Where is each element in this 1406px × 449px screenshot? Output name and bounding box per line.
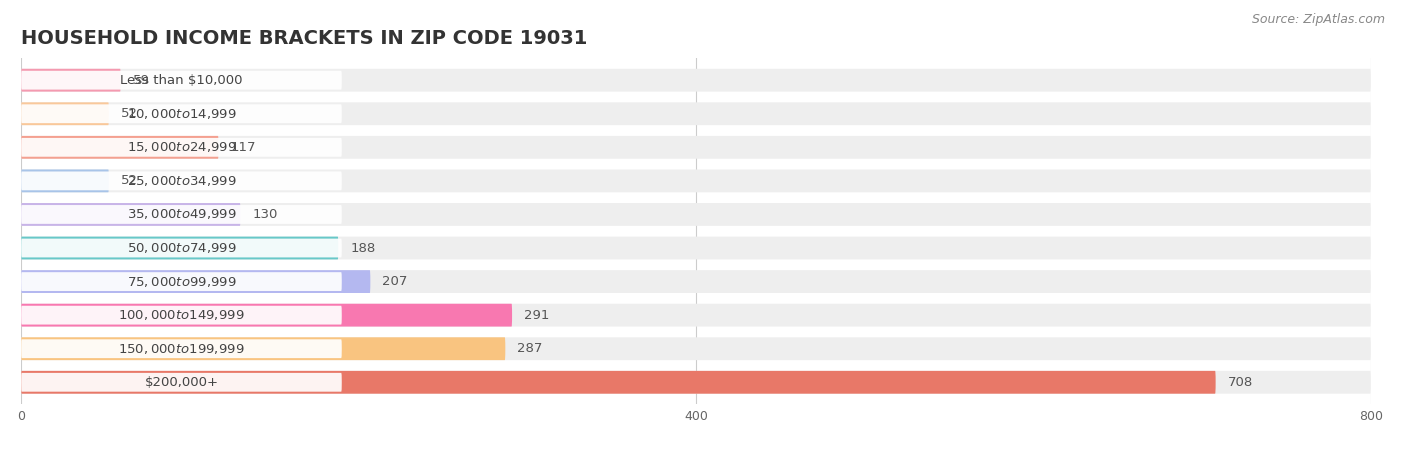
Text: 708: 708 [1227, 376, 1253, 389]
FancyBboxPatch shape [21, 237, 1371, 260]
FancyBboxPatch shape [21, 203, 240, 226]
Text: $50,000 to $74,999: $50,000 to $74,999 [127, 241, 236, 255]
FancyBboxPatch shape [21, 270, 1371, 293]
Text: 291: 291 [524, 308, 550, 321]
FancyBboxPatch shape [21, 169, 108, 192]
FancyBboxPatch shape [21, 337, 505, 360]
Text: $10,000 to $14,999: $10,000 to $14,999 [127, 107, 236, 121]
Text: $25,000 to $34,999: $25,000 to $34,999 [127, 174, 236, 188]
FancyBboxPatch shape [21, 136, 1371, 159]
Text: 59: 59 [132, 74, 149, 87]
FancyBboxPatch shape [21, 203, 1371, 226]
FancyBboxPatch shape [21, 102, 1371, 125]
FancyBboxPatch shape [21, 272, 342, 291]
Text: 117: 117 [231, 141, 256, 154]
Text: 52: 52 [121, 174, 138, 187]
FancyBboxPatch shape [21, 71, 342, 90]
Text: 130: 130 [252, 208, 277, 221]
FancyBboxPatch shape [21, 337, 1371, 360]
Text: $150,000 to $199,999: $150,000 to $199,999 [118, 342, 245, 356]
Text: 207: 207 [382, 275, 408, 288]
Text: Less than $10,000: Less than $10,000 [121, 74, 243, 87]
FancyBboxPatch shape [21, 371, 1371, 394]
FancyBboxPatch shape [21, 270, 370, 293]
FancyBboxPatch shape [21, 339, 342, 358]
FancyBboxPatch shape [21, 373, 342, 392]
FancyBboxPatch shape [21, 102, 108, 125]
FancyBboxPatch shape [21, 69, 121, 92]
FancyBboxPatch shape [21, 304, 1371, 326]
FancyBboxPatch shape [21, 205, 342, 224]
Text: Source: ZipAtlas.com: Source: ZipAtlas.com [1251, 13, 1385, 26]
Text: $75,000 to $99,999: $75,000 to $99,999 [127, 275, 236, 289]
FancyBboxPatch shape [21, 172, 342, 190]
FancyBboxPatch shape [21, 306, 342, 325]
FancyBboxPatch shape [21, 237, 339, 260]
FancyBboxPatch shape [21, 304, 512, 326]
FancyBboxPatch shape [21, 238, 342, 257]
FancyBboxPatch shape [21, 138, 342, 157]
Text: 52: 52 [121, 107, 138, 120]
Text: $200,000+: $200,000+ [145, 376, 218, 389]
Text: 188: 188 [350, 242, 375, 255]
Text: HOUSEHOLD INCOME BRACKETS IN ZIP CODE 19031: HOUSEHOLD INCOME BRACKETS IN ZIP CODE 19… [21, 30, 588, 48]
FancyBboxPatch shape [21, 371, 1216, 394]
Text: 287: 287 [517, 342, 543, 355]
FancyBboxPatch shape [21, 136, 218, 159]
Text: $35,000 to $49,999: $35,000 to $49,999 [127, 207, 236, 221]
Text: $15,000 to $24,999: $15,000 to $24,999 [127, 141, 236, 154]
FancyBboxPatch shape [21, 104, 342, 123]
FancyBboxPatch shape [21, 69, 1371, 92]
FancyBboxPatch shape [21, 169, 1371, 192]
Text: $100,000 to $149,999: $100,000 to $149,999 [118, 308, 245, 322]
